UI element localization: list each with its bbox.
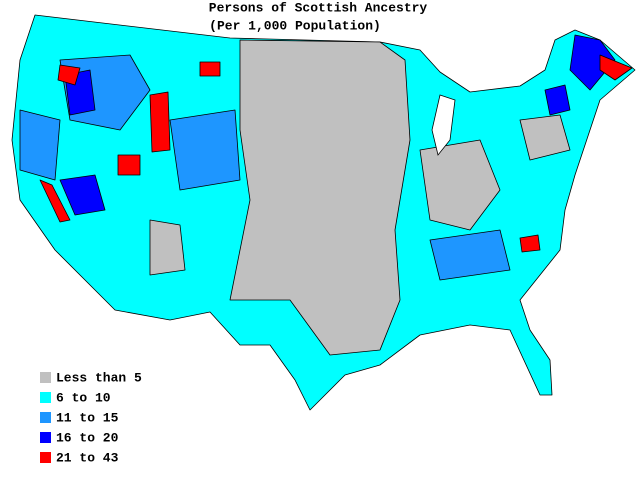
region-top	[39, 179, 71, 223]
region-mid	[19, 109, 61, 181]
legend-label: 21 to 43	[56, 450, 119, 465]
legend-swatch	[40, 372, 51, 383]
region-low	[149, 219, 186, 276]
legend-swatch	[40, 452, 51, 463]
region-high	[59, 174, 106, 216]
region-top	[149, 91, 171, 153]
region-mid	[169, 109, 241, 191]
region-high	[544, 84, 571, 116]
legend-swatch	[40, 432, 51, 443]
region-low	[519, 114, 571, 161]
region-top	[117, 154, 141, 176]
legend-label: 11 to 15	[56, 410, 119, 425]
region-top	[199, 61, 221, 77]
legend-label: 16 to 20	[56, 430, 119, 445]
region-mid	[429, 229, 511, 281]
us-map	[11, 14, 636, 411]
map-title: Persons of Scottish Ancestry	[209, 0, 428, 15]
legend: Less than 5 6 to 10 11 to 15 16 to 20 21 to …	[40, 370, 142, 465]
region-top	[57, 64, 81, 86]
lake	[431, 94, 456, 156]
region-high	[569, 34, 616, 91]
region-top	[599, 54, 633, 81]
legend-label: 6 to 10	[56, 390, 111, 405]
legend-swatch	[40, 392, 51, 403]
region-top	[519, 234, 541, 253]
region-low	[229, 39, 411, 356]
legend-swatch	[40, 412, 51, 423]
legend-label: Less than 5	[56, 370, 142, 385]
region-low	[419, 139, 501, 231]
map-subtitle: (Per 1,000 Population)	[209, 18, 381, 33]
